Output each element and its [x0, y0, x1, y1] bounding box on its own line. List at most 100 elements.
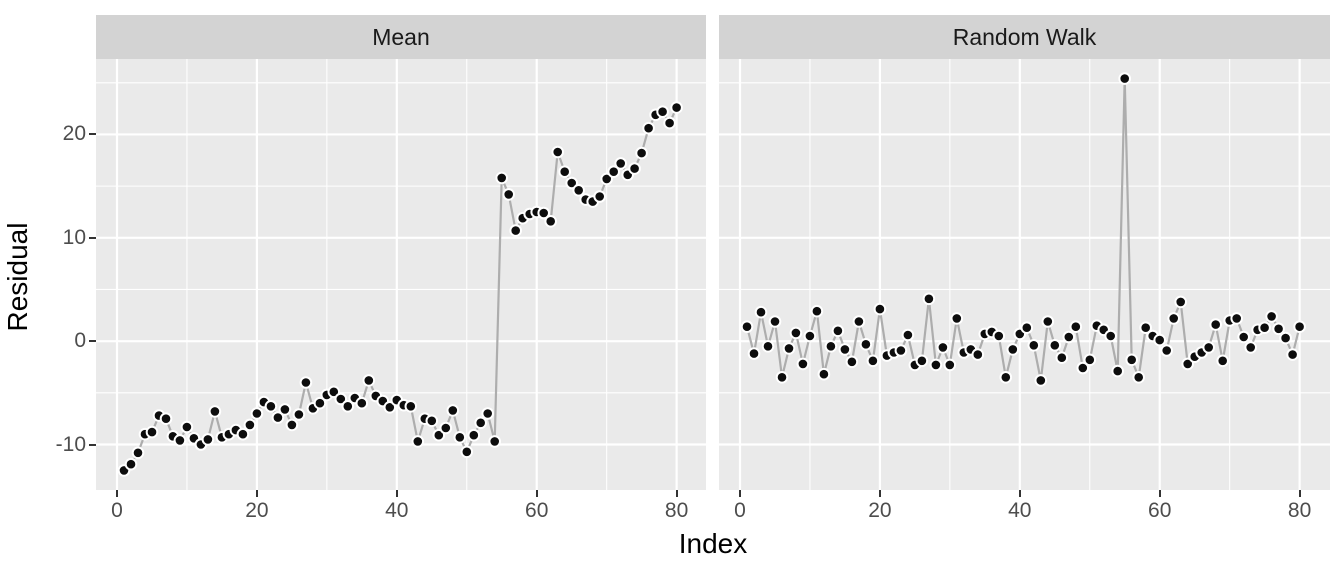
y-tick-mark	[89, 443, 96, 446]
x-tick-mark	[255, 490, 258, 497]
data-point	[208, 405, 222, 418]
data-point	[607, 165, 621, 178]
data-point	[1125, 353, 1139, 367]
data-point	[971, 348, 985, 361]
x-tick-label: 0	[111, 499, 123, 522]
plot-area	[719, 59, 1330, 490]
data-point	[810, 304, 824, 318]
data-point	[1244, 341, 1258, 354]
data-point	[495, 171, 509, 185]
data-point	[999, 371, 1013, 384]
data-point	[502, 188, 516, 201]
data-point	[355, 396, 369, 410]
panel-mean	[96, 59, 706, 490]
data-point	[1202, 341, 1216, 354]
data-point	[747, 347, 761, 360]
data-point	[866, 354, 880, 368]
data-point	[817, 367, 831, 381]
data-point	[936, 341, 950, 354]
data-point	[292, 408, 306, 421]
data-point	[1006, 343, 1020, 356]
data-point	[551, 145, 565, 159]
data-point	[1118, 72, 1132, 85]
data-point	[453, 431, 467, 444]
facet-strip-random-walk: Random Walk	[719, 15, 1330, 59]
x-tick-label: 80	[1287, 499, 1312, 522]
data-point	[824, 340, 838, 353]
data-point	[1132, 371, 1146, 384]
data-point	[1055, 351, 1069, 365]
y-tick-label: 10	[62, 225, 86, 249]
data-point	[1076, 361, 1090, 375]
data-point	[740, 320, 754, 334]
data-point	[341, 400, 355, 413]
x-tick-mark	[535, 490, 538, 497]
data-point	[467, 428, 481, 442]
x-tick-label: 0	[734, 499, 746, 522]
data-point	[656, 105, 669, 119]
data-point	[663, 116, 676, 130]
data-point	[236, 427, 250, 441]
data-point	[768, 315, 782, 328]
data-point	[201, 433, 215, 446]
x-tick-label: 60	[1148, 499, 1172, 522]
data-point	[264, 400, 278, 413]
data-point	[271, 411, 285, 424]
data-point	[943, 358, 957, 372]
data-point	[446, 404, 460, 417]
x-axis-title: Index	[678, 528, 748, 559]
data-point	[565, 176, 579, 190]
data-point	[1027, 339, 1041, 352]
data-point	[1020, 321, 1034, 335]
data-point	[635, 146, 648, 160]
y-tick-label: -10	[55, 432, 86, 456]
data-point	[1216, 354, 1230, 368]
data-point	[285, 418, 299, 432]
data-point	[1048, 339, 1062, 352]
data-point	[894, 344, 908, 357]
x-tick-mark	[1158, 490, 1161, 497]
data-point	[1160, 344, 1174, 357]
y-tick-mark	[89, 133, 96, 136]
x-tick-label: 20	[868, 499, 892, 522]
data-point	[243, 418, 257, 432]
data-point	[537, 206, 551, 220]
data-point	[992, 329, 1006, 343]
data-point	[278, 403, 292, 416]
data-point	[1041, 315, 1055, 328]
data-point	[782, 342, 796, 355]
data-point	[1258, 321, 1271, 335]
facet-strip-label: Random Walk	[952, 23, 1097, 50]
x-tick-label: 80	[664, 499, 689, 522]
data-point	[558, 165, 572, 178]
data-point	[124, 457, 138, 471]
data-point	[131, 446, 145, 460]
data-point	[796, 357, 810, 371]
data-point	[803, 329, 817, 343]
facet-strip-mean: Mean	[96, 15, 706, 59]
data-point	[670, 101, 683, 114]
data-point	[1279, 331, 1292, 345]
panel-random-walk	[719, 59, 1330, 490]
data-point	[922, 292, 936, 306]
data-point	[1209, 318, 1223, 331]
data-point	[1272, 322, 1285, 336]
x-tick-mark	[878, 490, 881, 497]
data-point	[509, 224, 523, 237]
data-point	[362, 374, 376, 387]
x-tick-mark	[1018, 490, 1021, 497]
y-tick-label: 20	[62, 122, 86, 146]
data-point	[1111, 364, 1125, 378]
data-point	[628, 162, 641, 175]
data-point	[1062, 330, 1076, 344]
data-point	[873, 302, 887, 316]
data-point	[1104, 329, 1118, 343]
data-point	[411, 435, 425, 448]
x-tick-mark	[115, 490, 118, 497]
x-tick-mark	[395, 490, 398, 497]
data-point	[572, 184, 586, 197]
data-point	[488, 435, 502, 448]
data-point	[145, 425, 159, 439]
data-point	[614, 157, 628, 170]
x-tick-label: 40	[1008, 499, 1032, 522]
